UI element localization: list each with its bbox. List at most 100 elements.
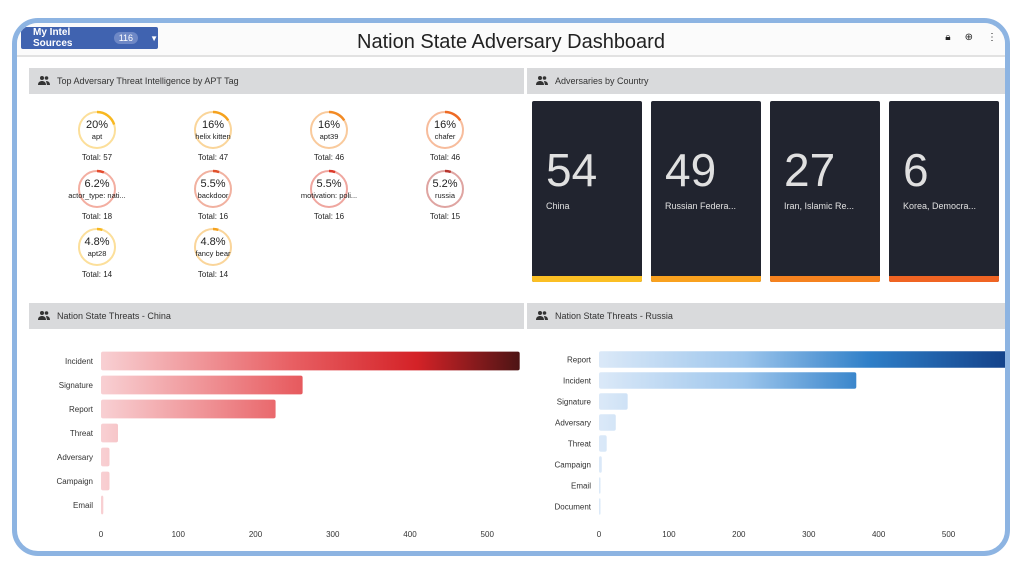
x-tick-label: 200 xyxy=(249,530,263,539)
country-card[interactable]: 27 Iran, Islamic Re... xyxy=(770,101,880,282)
x-tick-label: 400 xyxy=(403,530,417,539)
apt-tag-donut[interactable]: 5.5% motivation: poli... Total: 16 xyxy=(289,169,369,221)
donut-total: Total: 14 xyxy=(197,270,229,279)
category-label: Incident xyxy=(65,357,94,366)
donut-percent: 5.5% xyxy=(316,178,342,190)
category-label: Document xyxy=(555,503,592,512)
lock-icon[interactable]: 🔒︎ xyxy=(945,32,951,43)
bar-campaign[interactable] xyxy=(101,471,110,491)
bar-threat[interactable] xyxy=(101,423,118,443)
x-tick-label: 0 xyxy=(597,530,602,539)
bar-email[interactable] xyxy=(599,477,601,494)
category-label: Adversary xyxy=(57,453,93,462)
country-color-bar xyxy=(770,276,880,282)
country-count: 6 xyxy=(903,144,929,196)
dashboard-window: My Intel Sources 116 ▼ Nation State Adve… xyxy=(12,18,1010,556)
page-title: Nation State Adversary Dashboard xyxy=(357,31,665,53)
donut-percent: 5.2% xyxy=(432,178,458,190)
country-card[interactable]: 54 China xyxy=(532,101,642,282)
donut-ring xyxy=(77,227,117,267)
x-tick-label: 0 xyxy=(99,530,104,539)
category-label: Report xyxy=(69,405,94,414)
bar-threat[interactable] xyxy=(599,435,607,452)
donut-label: motivation: poli... xyxy=(300,191,358,200)
users-icon xyxy=(536,311,548,320)
donut-ring xyxy=(193,110,233,150)
donut-total: Total: 46 xyxy=(429,153,461,162)
bar-signature[interactable] xyxy=(599,393,628,410)
category-label: Signature xyxy=(557,398,592,407)
donut-percent: 4.8% xyxy=(84,236,110,248)
donut-total: Total: 16 xyxy=(197,212,229,221)
apt-tag-donut[interactable]: 5.5% backdoor Total: 16 xyxy=(173,169,253,221)
more-icon[interactable]: ⋮ xyxy=(987,32,997,43)
country-card[interactable]: 6 Korea, Democra... xyxy=(889,101,999,282)
category-label: Report xyxy=(567,356,592,365)
x-tick-label: 500 xyxy=(942,530,956,539)
donut-total: Total: 16 xyxy=(313,212,345,221)
panel-title: Top Adversary Threat Intelligence by APT… xyxy=(57,76,239,86)
bar-report[interactable] xyxy=(101,399,276,419)
bar-signature[interactable] xyxy=(101,375,303,395)
x-tick-label: 300 xyxy=(802,530,816,539)
russia-threats-chart: Report Incident Signature Adversary Threat Ca… xyxy=(555,351,1010,539)
category-label: Threat xyxy=(70,429,94,438)
bar-adversary[interactable] xyxy=(599,414,616,431)
bar-email[interactable] xyxy=(101,495,104,515)
apt-tag-donut[interactable]: 16% apt39 Total: 46 xyxy=(289,110,369,162)
panel-title: Nation State Threats - Russia xyxy=(555,311,673,321)
bar-adversary[interactable] xyxy=(101,447,110,467)
users-icon xyxy=(536,76,548,85)
donut-label: fancy bear xyxy=(195,249,231,258)
donut-total: Total: 47 xyxy=(197,153,229,162)
country-name: Russian Federa... xyxy=(665,201,737,211)
bar-incident[interactable] xyxy=(599,372,857,389)
donut-percent: 5.5% xyxy=(200,178,226,190)
bar-report[interactable] xyxy=(599,351,1010,368)
country-name: Korea, Democra... xyxy=(903,201,977,211)
apt-tag-donut[interactable]: 20% apt Total: 57 xyxy=(57,110,137,162)
country-panel-header: Adversaries by Country xyxy=(527,68,1005,94)
donut-label: apt xyxy=(91,132,103,141)
sources-label: My Intel Sources xyxy=(33,27,73,49)
apt-tag-donut[interactable]: 16% chafer Total: 46 xyxy=(405,110,485,162)
donut-ring xyxy=(77,169,117,209)
country-name: China xyxy=(546,201,570,211)
donut-percent: 4.8% xyxy=(200,236,226,248)
category-label: Incident xyxy=(563,377,592,386)
donut-total: Total: 15 xyxy=(429,212,461,221)
donut-total: Total: 14 xyxy=(81,270,113,279)
top-bar: My Intel Sources 116 ▼ Nation State Adve… xyxy=(17,23,1005,57)
category-label: Threat xyxy=(568,440,592,449)
donut-label: chafer xyxy=(434,132,456,141)
apt-tag-donut[interactable]: 5.2% russia Total: 15 xyxy=(405,169,485,221)
bar-incident[interactable] xyxy=(101,351,520,371)
x-tick-label: 300 xyxy=(326,530,340,539)
country-count: 49 xyxy=(665,144,717,196)
bar-campaign[interactable] xyxy=(599,456,602,473)
country-color-bar xyxy=(651,276,761,282)
users-icon xyxy=(38,76,50,85)
panel-title: Adversaries by Country xyxy=(555,76,649,86)
apt-tag-donut[interactable]: 16% helix kitten Total: 47 xyxy=(173,110,253,162)
intel-sources-dropdown[interactable]: My Intel Sources 116 ▼ xyxy=(21,27,158,49)
category-label: Signature xyxy=(59,381,94,390)
donut-percent: 6.2% xyxy=(84,178,110,190)
donut-ring xyxy=(193,169,233,209)
country-card[interactable]: 49 Russian Federa... xyxy=(651,101,761,282)
donut-total: Total: 46 xyxy=(313,153,345,162)
apt-tag-donut[interactable]: 4.8% apt28 Total: 14 xyxy=(57,227,137,279)
caret-down-icon: ▼ xyxy=(150,33,158,43)
bar-document[interactable] xyxy=(599,498,601,515)
panel-title: Nation State Threats - China xyxy=(57,311,171,321)
donut-percent: 20% xyxy=(85,119,109,131)
russia-panel-header: Nation State Threats - Russia xyxy=(527,303,1005,329)
apt-tag-donut[interactable]: 6.2% actor_type: nati... Total: 18 xyxy=(57,169,137,221)
apt-tag-donut[interactable]: 4.8% fancy bear Total: 14 xyxy=(173,227,253,279)
country-color-bar xyxy=(532,276,642,282)
donut-total: Total: 18 xyxy=(81,212,113,221)
add-circle-icon[interactable]: ⊕ xyxy=(964,32,973,43)
donut-ring xyxy=(309,110,349,150)
category-label: Email xyxy=(571,482,591,491)
x-tick-label: 100 xyxy=(172,530,186,539)
